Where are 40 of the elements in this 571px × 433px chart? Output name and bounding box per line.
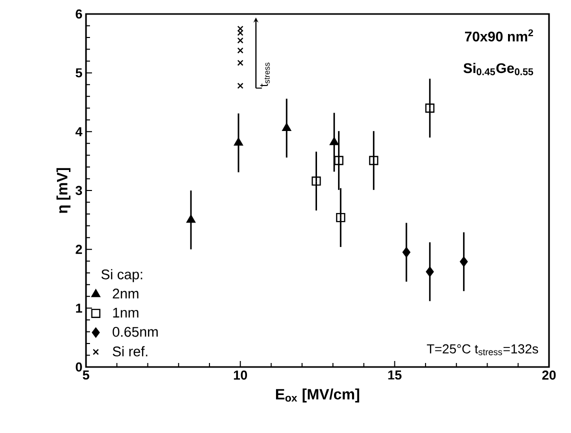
y-tick-label: 5 — [76, 68, 82, 78]
y-tick-label: 4 — [75, 127, 82, 136]
point — [369, 156, 378, 166]
y-tick-label: 0 — [76, 362, 82, 372]
annotation: t$_{stress}$ — [260, 62, 270, 87]
x-tick-label: 10 — [234, 370, 248, 380]
point — [237, 82, 244, 89]
legend-label: 1nm — [113, 308, 138, 318]
point — [336, 212, 346, 222]
point — [402, 247, 410, 258]
point — [186, 214, 196, 223]
point — [312, 176, 321, 186]
x-tick-label: 20 — [542, 370, 556, 380]
legend-label: 0.65nm — [112, 326, 158, 337]
legend-label: Si ref. — [112, 346, 148, 356]
point — [282, 123, 292, 131]
annotation: Si$_{0.45}$Ge$_{0.55}$ — [464, 62, 534, 76]
legend-title: Si cap: — [101, 269, 142, 282]
point — [330, 137, 339, 146]
y-tick-label: 6 — [76, 9, 82, 19]
y-tick-label: 3 — [76, 186, 82, 196]
point — [425, 104, 434, 113]
y-axis-title: η [mV] — [56, 168, 70, 213]
x-tick-label: 5 — [82, 370, 90, 380]
point — [237, 26, 244, 32]
annotation: T=25°C t$_{stress}$=132s — [426, 344, 538, 356]
point — [237, 37, 244, 44]
x-tick-label: 15 — [388, 370, 402, 380]
x-axis-title: E$_{ox}$ [MV/cm] — [276, 388, 360, 402]
point — [426, 266, 434, 277]
y-tick-label: 1 — [76, 304, 82, 313]
annotation: 70x90 nm$^{2}$ — [465, 29, 534, 42]
y-tick-label: 2 — [76, 244, 82, 254]
point — [460, 256, 468, 267]
point — [334, 156, 344, 166]
point — [237, 47, 244, 54]
point — [234, 138, 243, 146]
legend-label: 2nm — [112, 288, 138, 298]
point — [237, 60, 244, 66]
point — [237, 30, 244, 36]
